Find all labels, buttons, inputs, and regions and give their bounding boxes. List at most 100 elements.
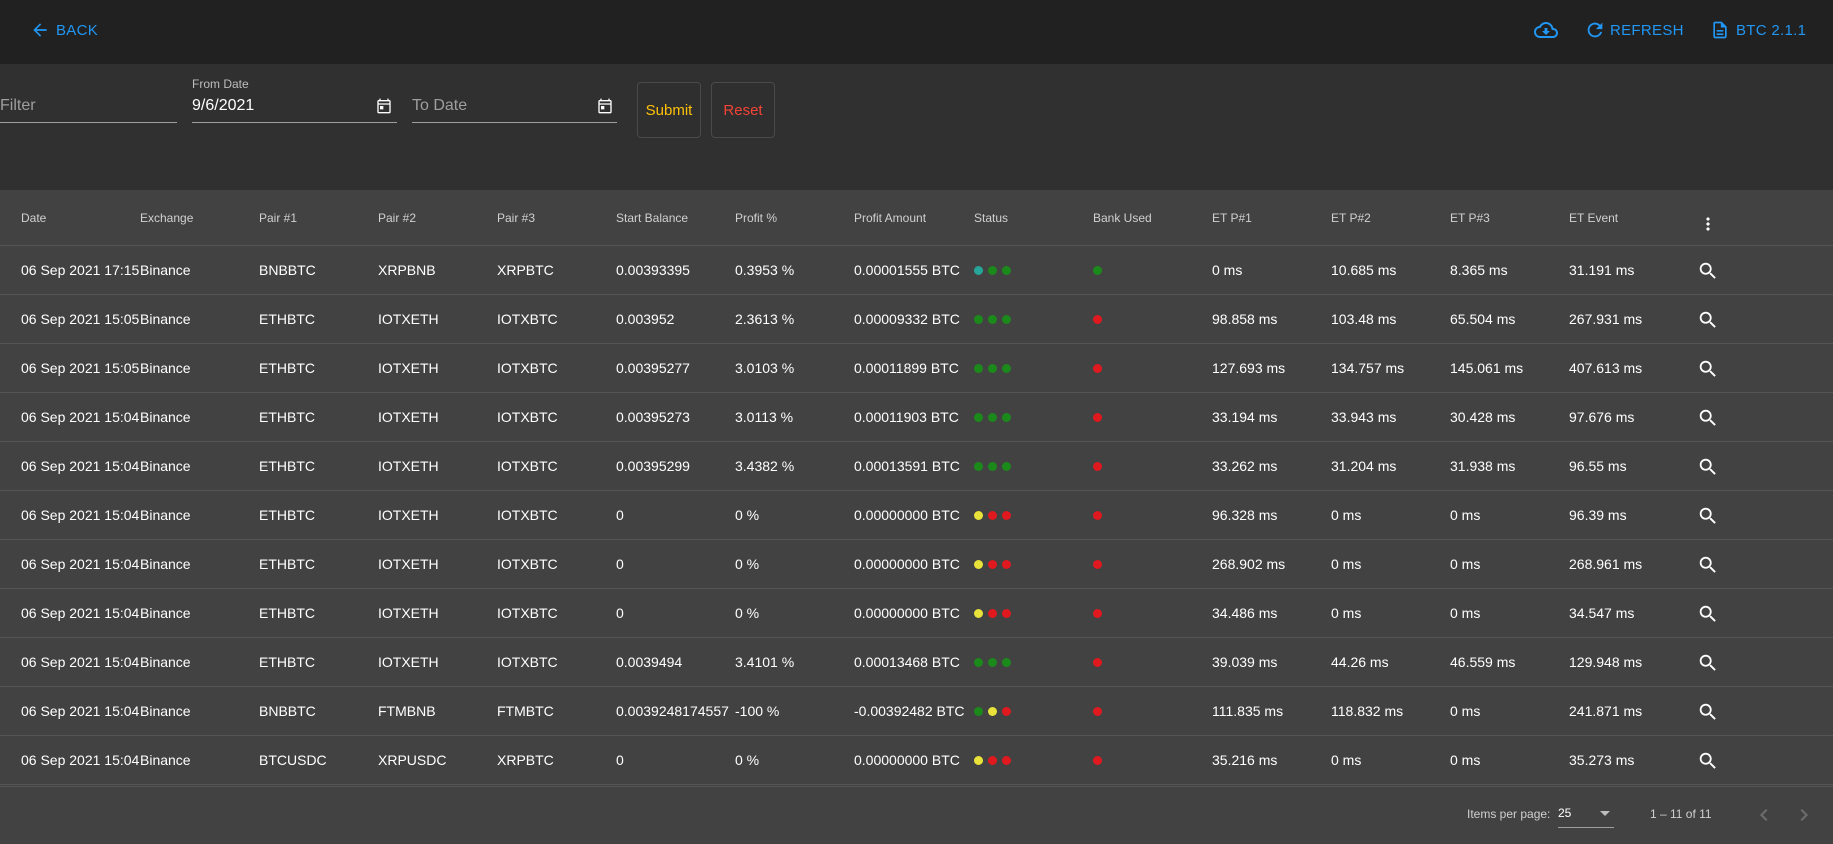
et-p3-cell: 145.061 ms <box>1450 360 1524 376</box>
profit-amount-cell: 0.00000000 BTC <box>854 752 960 768</box>
chevron-right-icon <box>1800 809 1808 821</box>
view-details-button[interactable] <box>1697 260 1719 287</box>
date-cell: 06 Sep 2021 15:04 <box>21 605 140 621</box>
to-date-input[interactable]: To Date <box>412 64 617 124</box>
et-p3-cell: 30.428 ms <box>1450 409 1516 425</box>
status-indicators <box>974 658 1011 667</box>
et-p3-cell: 0 ms <box>1450 605 1481 621</box>
column-status-header[interactable]: Status <box>974 211 1009 225</box>
exchange-cell: Binance <box>140 752 191 768</box>
pair2-cell: IOTXETH <box>378 605 439 621</box>
status-dot <box>988 315 997 324</box>
view-details-button[interactable] <box>1697 603 1719 630</box>
view-details-button[interactable] <box>1697 309 1719 336</box>
search-icon <box>1699 458 1716 475</box>
pair3-cell: FTMBTC <box>497 703 554 719</box>
bank-used-dot <box>1093 658 1102 667</box>
column-bank-used-header[interactable]: Bank Used <box>1093 211 1152 225</box>
column-profit-amount-header[interactable]: Profit Amount <box>854 211 927 225</box>
search-icon <box>1699 703 1716 720</box>
et-event-cell: 129.948 ms <box>1569 654 1643 670</box>
column-et-p2-header[interactable]: ET P#2 <box>1331 211 1371 225</box>
view-details-button[interactable] <box>1697 652 1719 679</box>
status-indicators <box>974 511 1011 520</box>
reset-button[interactable]: Reset <box>711 82 775 138</box>
profit-pct-cell: 0 % <box>735 507 760 523</box>
column-pair2-header[interactable]: Pair #2 <box>378 211 417 225</box>
cloud-download-button[interactable] <box>1533 18 1559 42</box>
et-p2-cell: 0 ms <box>1331 507 1362 523</box>
status-dot <box>974 364 983 373</box>
table-row[interactable]: 06 Sep 2021 15:05 Binance ETHBTC IOTXETH IOT… <box>0 344 1833 393</box>
column-et-event-header[interactable]: ET Event <box>1569 211 1619 225</box>
next-page-button[interactable] <box>1792 803 1816 832</box>
column-pair3-header[interactable]: Pair #3 <box>497 211 536 225</box>
filter-placeholder: Filter <box>0 97 36 114</box>
et-p1-cell: 0 ms <box>1212 262 1243 278</box>
column-menu-button[interactable] <box>1698 214 1718 239</box>
et-p3-cell: 65.504 ms <box>1450 311 1516 327</box>
to-date-underline <box>412 122 617 123</box>
table-row[interactable]: 06 Sep 2021 15:04 Binance ETHBTC IOTXETH IOT… <box>0 491 1833 540</box>
column-et-p1-header[interactable]: ET P#1 <box>1212 211 1252 225</box>
view-details-button[interactable] <box>1697 750 1719 777</box>
status-dot <box>974 707 983 716</box>
submit-button[interactable]: Submit <box>637 82 701 138</box>
view-details-button[interactable] <box>1697 407 1719 434</box>
profit-pct-cell: 0.3953 % <box>735 262 795 278</box>
previous-page-button[interactable] <box>1752 803 1776 832</box>
column-et-p3-header[interactable]: ET P#3 <box>1450 211 1490 225</box>
pair3-cell: XRPBTC <box>497 752 554 768</box>
view-details-button[interactable] <box>1697 505 1719 532</box>
start-balance-cell: 0 <box>616 752 624 768</box>
calendar-icon[interactable] <box>597 98 613 114</box>
table-row[interactable]: 06 Sep 2021 15:04 Binance ETHBTC IOTXETH IOT… <box>0 442 1833 491</box>
table-row[interactable]: 06 Sep 2021 15:05 Binance ETHBTC IOTXETH IOT… <box>0 295 1833 344</box>
column-pair1-header[interactable]: Pair #1 <box>259 211 298 225</box>
table-row[interactable]: 06 Sep 2021 15:04 Binance BTCUSDC XRPUSDC XR… <box>0 736 1833 785</box>
column-exchange-header[interactable]: Exchange <box>140 211 194 225</box>
table-row[interactable]: 06 Sep 2021 15:04 Binance ETHBTC IOTXETH IOT… <box>0 393 1833 442</box>
table-row[interactable]: 06 Sep 2021 17:15 Binance BNBBTC XRPBNB XRPB… <box>0 246 1833 295</box>
filter-input[interactable]: Filter <box>0 64 178 124</box>
status-dot <box>974 658 983 667</box>
column-start-balance-header[interactable]: Start Balance <box>616 211 689 225</box>
exchange-cell: Binance <box>140 262 191 278</box>
et-p2-cell: 0 ms <box>1331 556 1362 572</box>
bank-used-dot <box>1093 756 1102 765</box>
table-row[interactable]: 06 Sep 2021 15:04 Binance ETHBTC IOTXETH IOT… <box>0 638 1833 687</box>
table-row[interactable]: 06 Sep 2021 15:04 Binance BNBBTC FTMBNB FTMB… <box>0 687 1833 736</box>
status-indicators <box>974 560 1011 569</box>
bank-used-dot <box>1093 364 1102 373</box>
status-dot <box>974 315 983 324</box>
pair3-cell: IOTXBTC <box>497 360 558 376</box>
et-p3-cell: 46.559 ms <box>1450 654 1516 670</box>
pair1-cell: ETHBTC <box>259 507 315 523</box>
table-row[interactable]: 06 Sep 2021 15:04 Binance ETHBTC IOTXETH IOT… <box>0 589 1833 638</box>
view-details-button[interactable] <box>1697 456 1719 483</box>
calendar-icon[interactable] <box>376 98 392 114</box>
table-row[interactable]: 06 Sep 2021 15:04 Binance ETHBTC IOTXETH IOT… <box>0 540 1833 589</box>
top-toolbar: BACK REFRESH BTC 2.1.1 <box>0 0 1833 64</box>
view-details-button[interactable] <box>1697 554 1719 581</box>
profit-pct-cell: 0 % <box>735 752 760 768</box>
document-icon <box>1713 21 1727 39</box>
bank-used-dot <box>1093 511 1102 520</box>
et-event-cell: 407.613 ms <box>1569 360 1643 376</box>
from-date-input[interactable]: From Date 9/6/2021 <box>192 64 397 124</box>
status-dot <box>1002 266 1011 275</box>
page-size-select[interactable]: 25 <box>1558 801 1614 828</box>
version-button[interactable]: BTC 2.1.1 <box>1710 18 1806 42</box>
view-details-button[interactable] <box>1697 358 1719 385</box>
profit-amount-cell: 0.00013591 BTC <box>854 458 960 474</box>
view-details-button[interactable] <box>1697 701 1719 728</box>
search-icon <box>1699 556 1716 573</box>
date-cell: 06 Sep 2021 15:04 <box>21 458 140 474</box>
pair2-cell: IOTXETH <box>378 311 439 327</box>
back-button[interactable]: BACK <box>30 18 98 42</box>
status-dot <box>988 364 997 373</box>
et-p1-cell: 268.902 ms <box>1212 556 1286 572</box>
column-profit-pct-header[interactable]: Profit % <box>735 211 778 225</box>
refresh-button[interactable]: REFRESH <box>1584 18 1684 42</box>
column-date-header[interactable]: Date <box>21 211 47 225</box>
